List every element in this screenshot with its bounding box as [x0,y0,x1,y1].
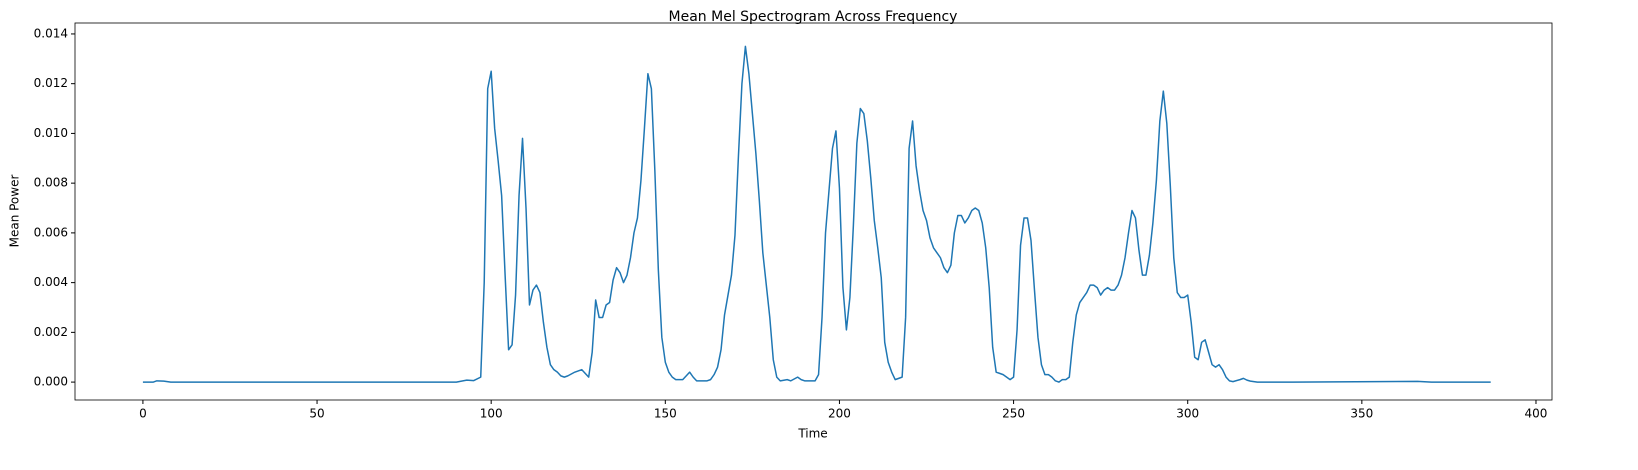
y-tick-label: 0.006 [34,225,68,239]
y-tick-label: 0.000 [34,375,68,389]
x-tick-label: 150 [654,407,677,421]
y-tick-label: 0.008 [34,176,68,190]
y-tick-label: 0.004 [34,275,68,289]
x-tick-label: 100 [480,407,503,421]
chart-title: Mean Mel Spectrogram Across Frequency [669,9,958,25]
data-line [142,45,1491,383]
y-tick-label: 0.002 [34,325,68,339]
plot-frame [74,22,1553,401]
y-tick-label: 0.014 [34,26,68,40]
x-tick-label: 250 [1002,407,1025,421]
x-axis-label: Time [797,427,827,441]
x-tick-label: 400 [1525,407,1548,421]
x-tick-label: 200 [828,407,851,421]
y-tick-label: 0.012 [34,76,68,90]
x-tick-label: 0 [139,407,147,421]
x-tick-label: 50 [309,407,324,421]
y-axis-label: Mean Power [8,175,22,248]
x-tick-label: 350 [1350,407,1373,421]
x-tick-label: 300 [1176,407,1199,421]
y-tick-label: 0.010 [34,126,68,140]
